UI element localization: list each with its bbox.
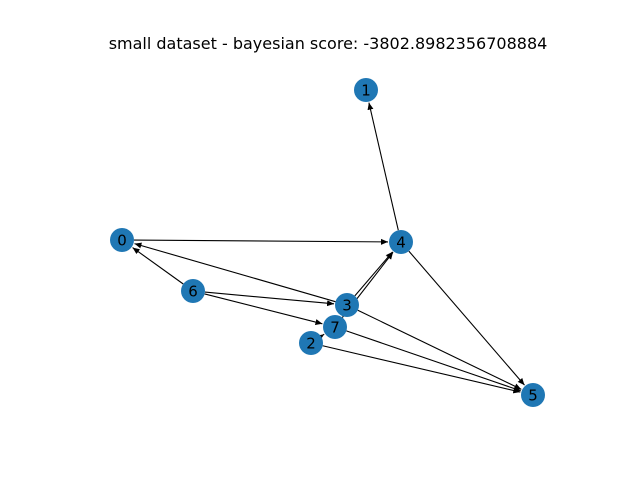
node-label-5: 5 (528, 387, 538, 405)
node-label-2: 2 (306, 335, 316, 353)
edge-3-to-4 (354, 251, 393, 297)
node-0: 0 (110, 228, 134, 252)
node-circle-1 (354, 78, 378, 102)
node-7: 7 (323, 315, 347, 339)
node-circle-3 (335, 293, 359, 317)
edge-6-to-7 (204, 293, 323, 325)
node-5: 5 (521, 383, 545, 407)
edge-4-to-1 (367, 102, 399, 231)
node-circle-0 (110, 228, 134, 252)
edge-7-to-5 (346, 330, 521, 392)
edges-layer (132, 102, 525, 394)
node-label-7: 7 (330, 319, 340, 337)
node-label-4: 4 (396, 234, 406, 252)
node-1: 1 (354, 78, 378, 102)
nodes-layer: 0 1 2 3 4 5 6 7 (110, 78, 545, 407)
node-label-1: 1 (361, 82, 371, 100)
edge-3-to-0 (134, 242, 336, 303)
node-label-6: 6 (188, 283, 198, 301)
edge-0-to-4 (133, 238, 389, 245)
node-2: 2 (299, 331, 323, 355)
node-circle-4 (389, 230, 413, 254)
node-circle-2 (299, 331, 323, 355)
edge-6-to-0 (132, 247, 184, 285)
node-label-3: 3 (342, 297, 352, 315)
edge-3-to-5 (357, 309, 522, 390)
edge-4-to-5 (408, 250, 525, 386)
edge-2-to-7 (316, 333, 325, 341)
node-6: 6 (181, 279, 205, 303)
node-3: 3 (335, 293, 359, 317)
node-4: 4 (389, 230, 413, 254)
figure-title: small dataset - bayesian score: -3802.89… (109, 34, 548, 53)
node-circle-5 (521, 383, 545, 407)
node-circle-7 (323, 315, 347, 339)
edge-2-to-5 (322, 345, 521, 394)
edge-6-to-3 (204, 291, 335, 307)
node-circle-6 (181, 279, 205, 303)
node-label-0: 0 (117, 232, 127, 250)
